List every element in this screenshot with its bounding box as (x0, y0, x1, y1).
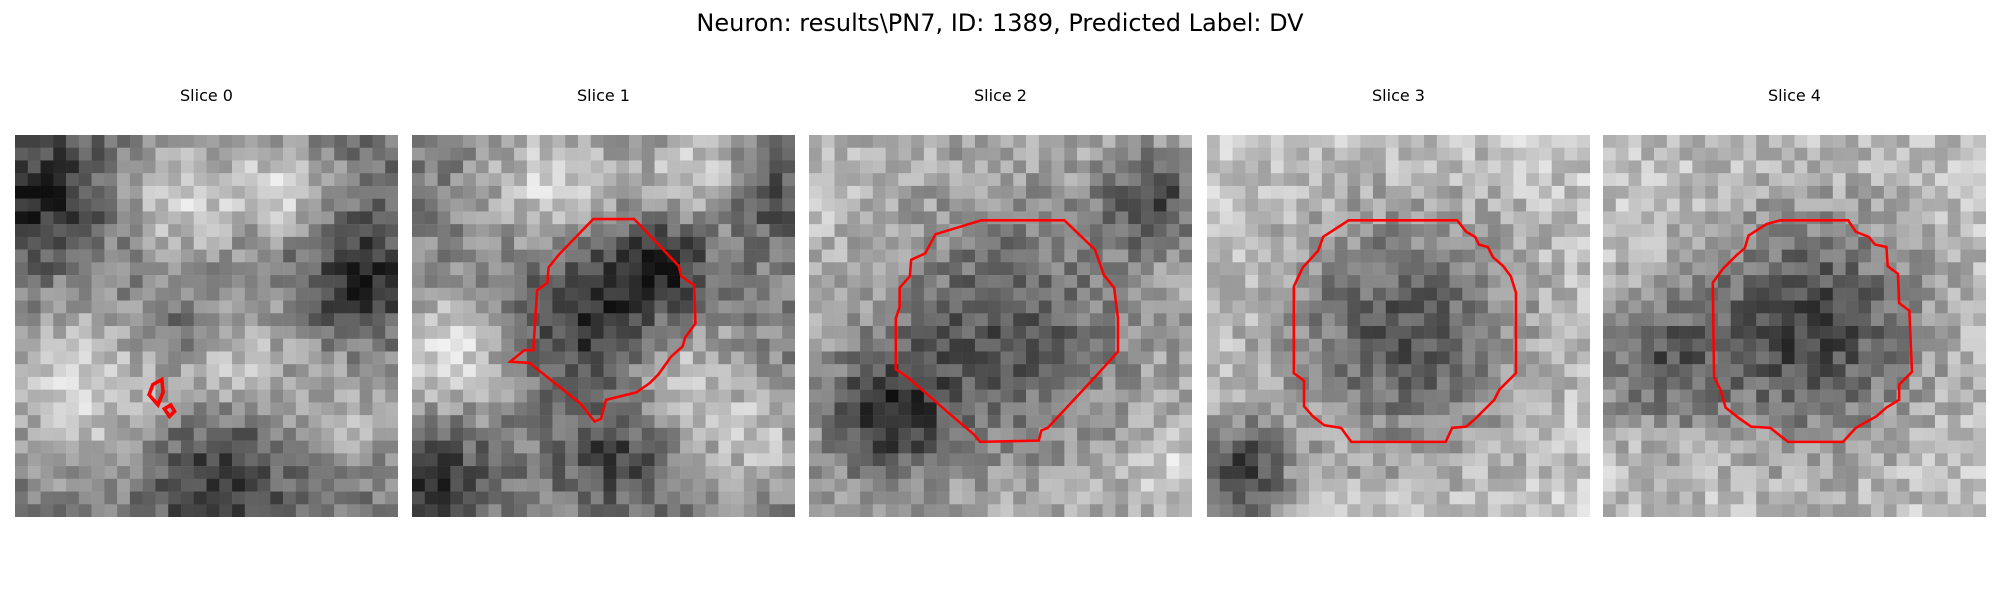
slice-image-1 (412, 135, 795, 517)
roi-contour (147, 376, 165, 409)
slice-image-4 (1603, 135, 1986, 517)
roi-contour (1292, 219, 1518, 444)
grayscale-pixels (1207, 135, 1590, 517)
slice-title-2: Slice 2 (974, 86, 1027, 105)
roi-contour (506, 217, 697, 424)
grayscale-pixels (15, 135, 398, 517)
grayscale-pixels (809, 135, 1192, 517)
slice-title-0: Slice 0 (180, 86, 233, 105)
figure-title: Neuron: results\PN7, ID: 1389, Predicted… (696, 9, 1304, 37)
roi-contour (1711, 219, 1914, 444)
grayscale-pixels (412, 135, 795, 517)
slice-title-3: Slice 3 (1372, 86, 1425, 105)
grayscale-pixels (1603, 135, 1986, 517)
slice-image-2 (809, 135, 1192, 517)
slice-image-0 (15, 135, 398, 517)
slice-image-3 (1207, 135, 1590, 517)
slice-title-1: Slice 1 (577, 86, 630, 105)
roi-contour (894, 219, 1120, 444)
slice-title-4: Slice 4 (1768, 86, 1821, 105)
roi-contour (161, 402, 177, 420)
